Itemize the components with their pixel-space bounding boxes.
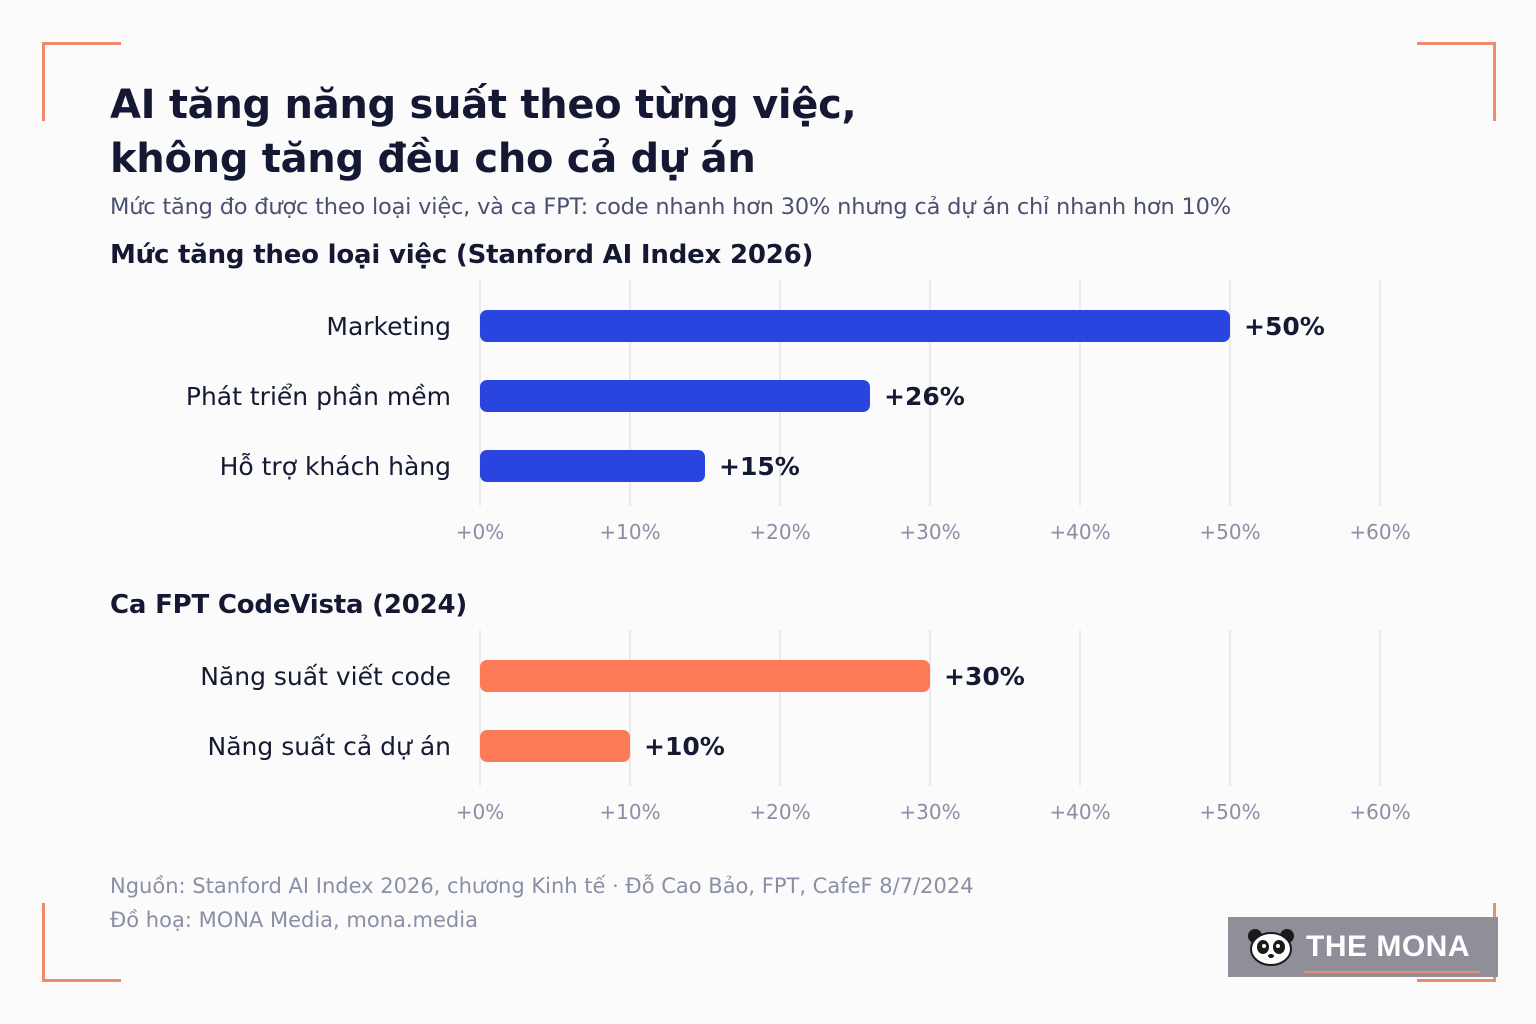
x-tick-label: +10%: [599, 800, 660, 824]
chart-title: AI tăng năng suất theo từng việc, không …: [110, 78, 857, 186]
logo-underline: [1304, 971, 1480, 973]
chart-title-line-1: AI tăng năng suất theo từng việc,: [110, 82, 857, 128]
logo-text: THE MONA: [1306, 930, 1470, 963]
x-tick-label: +0%: [456, 800, 505, 824]
x-tick-label: +50%: [1199, 520, 1260, 544]
x-tick-label: +60%: [1349, 520, 1410, 544]
x-tick-label: +40%: [1049, 520, 1110, 544]
category-label: Hỗ trợ khách hàng: [220, 452, 451, 481]
value-label: +10%: [644, 732, 725, 761]
bar: [480, 730, 630, 762]
x-tick-label: +20%: [749, 800, 810, 824]
x-tick-label: +40%: [1049, 800, 1110, 824]
panda-icon: [1248, 929, 1294, 966]
footer-credit: Đồ hoạ: MONA Media, mona.media: [110, 908, 478, 932]
category-label: Phát triển phần mềm: [186, 382, 451, 411]
value-label: +50%: [1244, 312, 1325, 341]
category-label: Marketing: [326, 312, 451, 341]
x-tick-label: +30%: [899, 800, 960, 824]
brand-logo: THE MONA: [1228, 917, 1498, 977]
bar-chart-fpt: +0% +10% +20% +30% +40% +50% +60% Năng suất viế…: [200, 630, 1411, 824]
x-tick-label: +10%: [599, 520, 660, 544]
bar: [480, 380, 870, 412]
bar-chart-stanford: +0% +10% +20% +30% +40% +50% +60% Marketing +50%…: [186, 280, 1411, 544]
x-tick-label: +0%: [456, 520, 505, 544]
corner-bracket-bottom-left: [42, 903, 121, 982]
x-tick-label: +50%: [1199, 800, 1260, 824]
value-label: +26%: [884, 382, 965, 411]
corner-bracket-top-right: [1417, 42, 1496, 121]
x-tick-label: +60%: [1349, 800, 1410, 824]
bar: [480, 450, 705, 482]
x-tick-label: +20%: [749, 520, 810, 544]
corner-bracket-top-left: [42, 42, 121, 121]
value-label: +30%: [944, 662, 1025, 691]
bar: [480, 660, 930, 692]
bar: [480, 310, 1230, 342]
category-label: Năng suất cả dự án: [208, 732, 451, 761]
value-label: +15%: [719, 452, 800, 481]
chart-subtitle: Mức tăng đo được theo loại việc, và ca F…: [110, 194, 1231, 220]
x-tick-label: +30%: [899, 520, 960, 544]
panel-title-fpt: Ca FPT CodeVista (2024): [110, 590, 468, 620]
chart-title-line-2: không tăng đều cho cả dự án: [110, 136, 756, 182]
category-label: Năng suất viết code: [200, 662, 451, 691]
panel-title-stanford: Mức tăng theo loại việc (Stanford AI Ind…: [110, 240, 814, 270]
footer-source: Nguồn: Stanford AI Index 2026, chương Ki…: [110, 874, 974, 898]
